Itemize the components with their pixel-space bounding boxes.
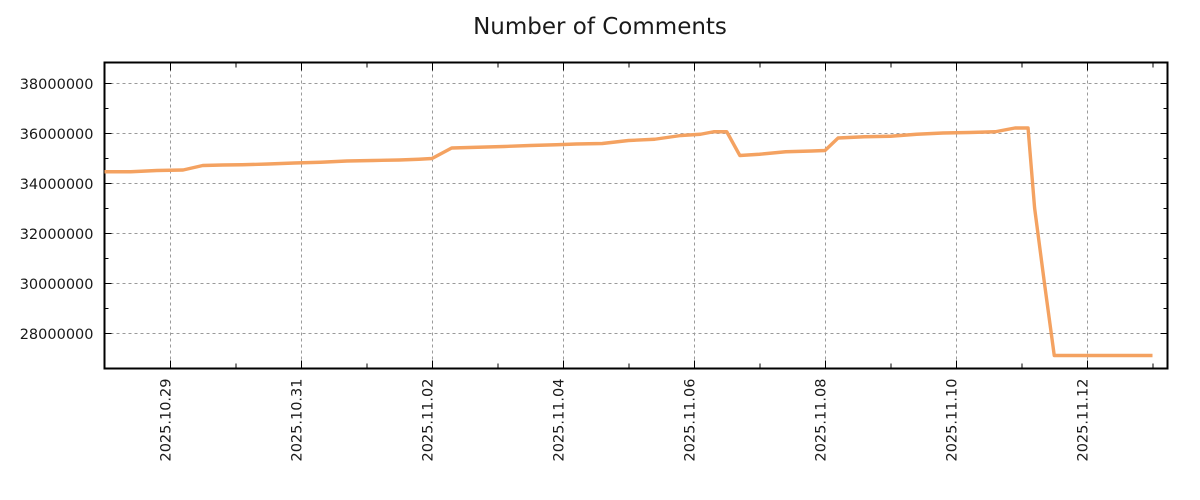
y-tick-label: 34000000 [20,177,94,193]
y-tick-label: 28000000 [20,327,94,343]
gridlines-group [104,62,1168,369]
x-tick-label: 2025.10.29 [159,379,175,462]
minor-ticks-group [104,62,1168,369]
y-axis-labels: 28000000 30000000 32000000 34000000 36000000… [20,77,94,343]
x-tick-label: 2025.11.06 [683,379,699,462]
x-tick-label: 2025.11.02 [421,379,437,462]
x-tick-label: 2025.11.12 [1076,379,1092,462]
series-group [104,126,1153,358]
major-ticks-group [104,62,1168,369]
series-line-number-of-comments [104,126,1153,358]
x-tick-label: 2025.11.04 [552,379,568,462]
x-tick-label: 2025.11.10 [945,379,961,462]
x-axis-labels: 2025.10.29 2025.10.31 2025.11.02 2025.11.04… [159,379,1092,462]
plot-frame [103,61,1169,370]
y-tick-label: 36000000 [20,127,94,143]
y-tick-label: 32000000 [20,227,94,243]
y-tick-label: 30000000 [20,277,94,293]
y-tick-label: 38000000 [20,77,94,93]
x-tick-label: 2025.10.31 [290,379,306,462]
x-tick-label: 2025.11.08 [814,379,830,462]
chart-title: Number of Comments [473,14,727,40]
